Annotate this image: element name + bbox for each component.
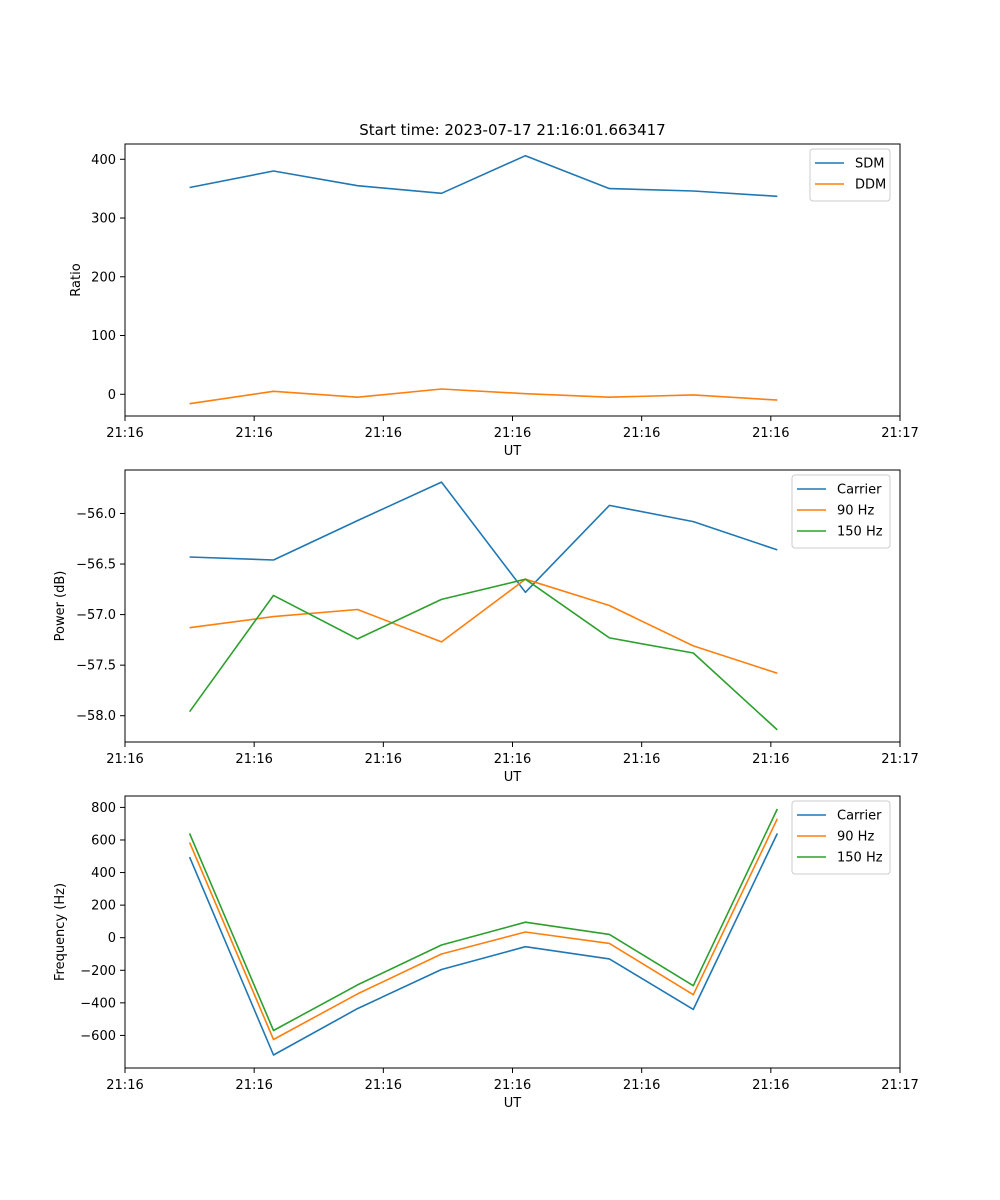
y-tick-label: −400 [80, 996, 116, 1011]
legend-box [791, 800, 891, 875]
y-tick-label: 600 [91, 833, 116, 848]
x-tick-label: 21:16 [235, 426, 272, 441]
y-tick-label: −57.0 [76, 608, 116, 623]
y-axis-label: Frequency (Hz) [53, 883, 68, 981]
series-line-carrier [189, 481, 778, 594]
y-tick-label: −200 [80, 964, 116, 979]
x-tick-label: 21:16 [623, 426, 660, 441]
series-line-ddm [189, 388, 778, 405]
y-tick-label: 400 [91, 153, 116, 168]
series-line-150-hz [188, 578, 778, 731]
y-tick-label: −56.5 [76, 558, 116, 573]
series-line-sdm [189, 154, 778, 198]
x-axis-label: UT [504, 770, 522, 785]
y-tick-label: 200 [91, 270, 116, 285]
x-tick-label: 21:16 [494, 426, 531, 441]
x-tick-label: 21:16 [494, 1078, 531, 1093]
legend-entry: Carrier [837, 809, 882, 824]
y-tick-label: −600 [80, 1029, 116, 1044]
legend-box [809, 148, 891, 202]
y-axis-label: Power (dB) [53, 571, 68, 642]
series-line-90-hz [188, 818, 779, 1041]
x-tick-label: 21:17 [881, 1078, 918, 1093]
y-tick-label: 300 [91, 212, 116, 227]
legend: Carrier 90 Hz 150 Hz [791, 800, 891, 875]
x-tick-label: 21:16 [106, 752, 143, 767]
y-axis-label: Ratio [69, 263, 84, 296]
x-tick-label: 21:16 [365, 752, 402, 767]
legend-entry: 90 Hz [837, 504, 874, 519]
y-tick-label: −58.0 [76, 709, 116, 724]
panels: 21:16 21:16 21:16 21:16 21:16 21:16 21:17 0 100 2… [53, 143, 919, 1111]
x-tick-label: 21:16 [623, 1078, 660, 1093]
legend: Carrier 90 Hz 150 Hz [791, 474, 891, 549]
legend-entry: 150 Hz [837, 851, 883, 866]
x-tick-label: 21:16 [365, 1078, 402, 1093]
y-tick-label: 400 [91, 866, 116, 881]
series-line-150-hz [188, 808, 779, 1032]
chart-panel-2: 21:16 21:16 21:16 21:16 21:16 21:16 21:17 −58.0… [53, 469, 919, 785]
x-tick-label: 21:16 [494, 752, 531, 767]
x-axis-label: UT [504, 1096, 522, 1111]
x-tick-label: 21:16 [235, 752, 272, 767]
y-tick-label: −56.0 [76, 507, 116, 522]
x-tick-label: 21:16 [623, 752, 660, 767]
x-tick-label: 21:16 [752, 426, 789, 441]
series-line-90-hz [189, 578, 778, 674]
y-tick-label: 800 [91, 801, 116, 816]
x-tick-label: 21:16 [235, 1078, 272, 1093]
legend-entry: 150 Hz [837, 525, 883, 540]
x-tick-label: 21:17 [881, 426, 918, 441]
chart-panel-1: 21:16 21:16 21:16 21:16 21:16 21:16 21:17 0 100 2… [69, 143, 919, 459]
x-tick-label: 21:16 [365, 426, 402, 441]
legend-entry: SDM [855, 157, 884, 172]
x-tick-label: 21:17 [881, 752, 918, 767]
x-tick-label: 21:16 [106, 1078, 143, 1093]
x-axis-label: UT [504, 444, 522, 459]
x-tick-label: 21:16 [106, 426, 143, 441]
x-tick-label: 21:16 [752, 752, 789, 767]
y-tick-label: 0 [108, 931, 116, 946]
legend-entry: Carrier [837, 483, 882, 498]
y-tick-label: −57.5 [76, 659, 116, 674]
legend-entry: DDM [855, 178, 886, 193]
legend-box [791, 474, 891, 549]
x-tick-label: 21:16 [752, 1078, 789, 1093]
series-line-carrier [188, 833, 779, 1056]
y-tick-label: 100 [91, 329, 116, 344]
legend-entry: 90 Hz [837, 830, 874, 845]
y-tick-label: 200 [91, 899, 116, 914]
y-tick-label: 0 [108, 388, 116, 403]
chart-panel-3: 21:16 21:16 21:16 21:16 21:16 21:16 21:17 −600 −… [53, 795, 919, 1111]
legend: SDM DDM [809, 148, 891, 202]
figure-title: Start time: 2023-07-17 21:16:01.663417 [359, 121, 665, 139]
